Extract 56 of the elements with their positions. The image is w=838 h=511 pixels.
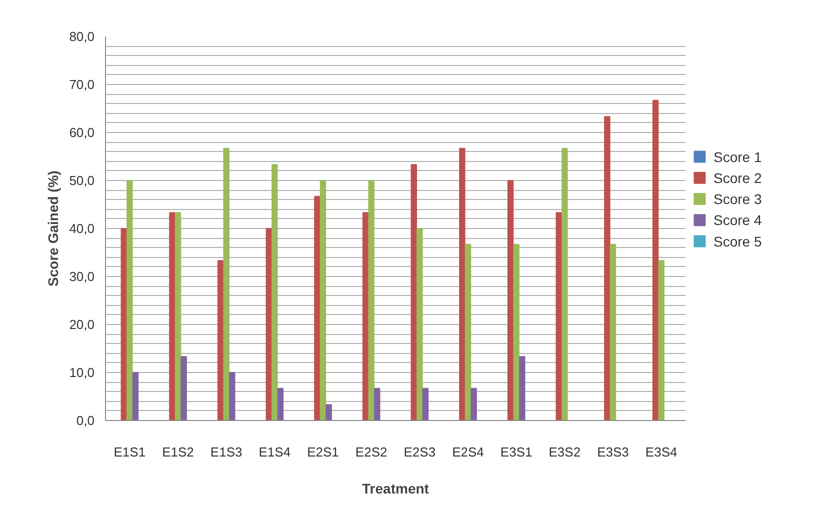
bar	[507, 180, 514, 420]
x-tick-label: E1S2	[162, 444, 194, 460]
y-tick-label: 80,0	[69, 29, 95, 44]
bar	[464, 244, 472, 420]
x-tick-label: E3S2	[548, 444, 581, 460]
x-axis-title: Treatment	[362, 480, 430, 496]
x-tick-label: E2S1	[307, 444, 339, 460]
y-tick-label: 10,0	[69, 365, 95, 380]
y-tick-label: 70,0	[69, 77, 95, 92]
x-tick-label: E1S4	[258, 444, 291, 460]
x-tick-label: E1S3	[210, 444, 242, 460]
bar	[562, 148, 568, 420]
x-tick-label: E3S3	[597, 444, 629, 460]
x-tick-label: E2S3	[404, 444, 436, 460]
y-tick-label: 60,0	[69, 125, 95, 140]
legend-label: Score 4	[714, 212, 762, 228]
y-tick-label: 30,0	[69, 269, 95, 284]
bar	[229, 372, 236, 420]
bar	[180, 356, 187, 420]
bar	[422, 388, 429, 420]
bar	[272, 164, 278, 420]
bar	[314, 196, 320, 420]
bar	[604, 116, 610, 420]
legend-label: Score 3	[714, 191, 762, 207]
x-tick-label: E2S4	[452, 444, 484, 460]
bar	[459, 148, 466, 420]
bar	[610, 244, 616, 420]
legend-label: Score 5	[714, 233, 762, 250]
legend-label: Score 2	[714, 170, 762, 186]
bar	[652, 100, 659, 420]
y-tick-label: 0,0	[76, 413, 95, 428]
x-tick-label: E3S4	[645, 444, 678, 460]
bar	[374, 388, 380, 420]
bar	[519, 356, 526, 420]
bar	[277, 388, 284, 420]
bar	[320, 180, 326, 420]
y-tick-label: 50,0	[69, 173, 95, 188]
x-tick-label: E1S1	[114, 444, 146, 460]
bar	[410, 164, 417, 420]
y-tick-label: 20,0	[69, 317, 95, 332]
bar	[223, 148, 230, 420]
bar	[513, 244, 520, 420]
bar	[470, 388, 477, 420]
bar	[169, 212, 176, 420]
x-tick-label: E3S1	[500, 444, 532, 460]
legend-label: Score 1	[714, 148, 762, 165]
bar	[368, 180, 374, 420]
bar	[132, 372, 139, 420]
x-tick-label: E2S2	[355, 444, 388, 460]
y-axis-title: Score Gained (%)	[45, 170, 62, 286]
bar	[658, 260, 664, 420]
bar	[416, 228, 423, 420]
bar	[126, 180, 133, 420]
y-tick-label: 40,0	[69, 221, 95, 236]
bar	[174, 212, 182, 420]
bar	[326, 404, 332, 420]
